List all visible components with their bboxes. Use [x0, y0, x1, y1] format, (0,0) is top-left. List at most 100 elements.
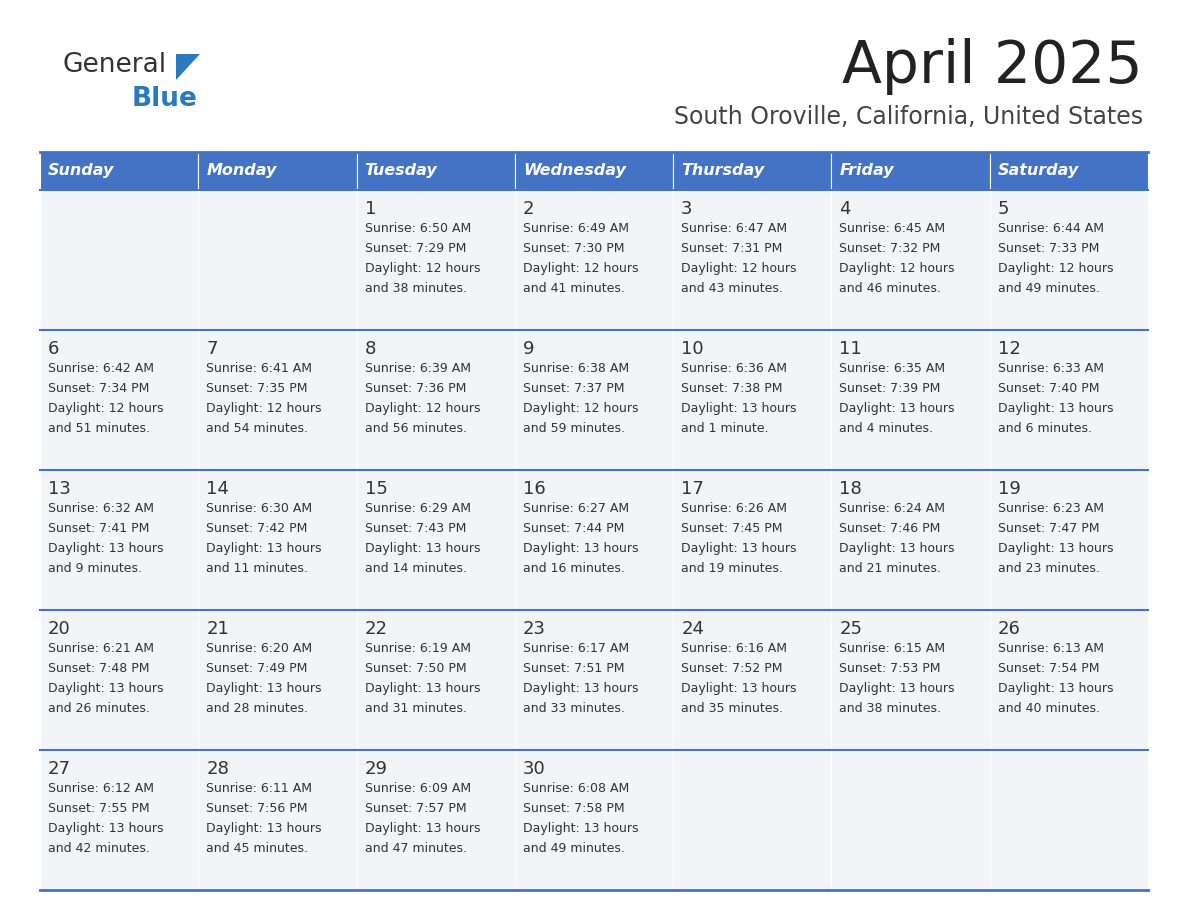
Bar	[514, 470, 674, 610]
Text: 19: 19	[998, 480, 1020, 498]
Text: 20: 20	[48, 620, 71, 638]
Text: Daylight: 12 hours: Daylight: 12 hours	[681, 262, 797, 275]
Bar	[990, 330, 1148, 470]
Text: and 47 minutes.: and 47 minutes.	[365, 842, 467, 855]
Text: Sunset: 7:42 PM: Sunset: 7:42 PM	[207, 522, 308, 535]
Text: Sunset: 7:30 PM: Sunset: 7:30 PM	[523, 242, 625, 255]
Text: Sunrise: 6:17 AM: Sunrise: 6:17 AM	[523, 642, 628, 655]
Text: 2: 2	[523, 200, 535, 218]
Text: 24: 24	[681, 620, 704, 638]
Text: Daylight: 13 hours: Daylight: 13 hours	[365, 542, 480, 555]
Text: 23: 23	[523, 620, 545, 638]
Text: 3: 3	[681, 200, 693, 218]
Text: Sunset: 7:49 PM: Sunset: 7:49 PM	[207, 662, 308, 675]
Bar	[514, 152, 674, 190]
Bar	[356, 470, 514, 610]
Text: Sunset: 7:55 PM: Sunset: 7:55 PM	[48, 802, 150, 815]
Text: Daylight: 13 hours: Daylight: 13 hours	[48, 542, 164, 555]
Text: Daylight: 13 hours: Daylight: 13 hours	[207, 822, 322, 835]
Text: Sunrise: 6:35 AM: Sunrise: 6:35 AM	[840, 362, 946, 375]
Bar	[674, 470, 832, 610]
Text: Sunrise: 6:16 AM: Sunrise: 6:16 AM	[681, 642, 788, 655]
Text: Sunset: 7:35 PM: Sunset: 7:35 PM	[207, 382, 308, 395]
Text: Monday: Monday	[207, 163, 277, 178]
Text: and 28 minutes.: and 28 minutes.	[207, 702, 308, 715]
Text: Daylight: 13 hours: Daylight: 13 hours	[998, 682, 1113, 695]
Bar	[990, 190, 1148, 330]
Bar	[198, 330, 356, 470]
Text: Sunset: 7:57 PM: Sunset: 7:57 PM	[365, 802, 466, 815]
Text: Daylight: 12 hours: Daylight: 12 hours	[998, 262, 1113, 275]
Text: Sunset: 7:48 PM: Sunset: 7:48 PM	[48, 662, 150, 675]
Text: Tuesday: Tuesday	[365, 163, 437, 178]
Polygon shape	[176, 54, 200, 80]
Text: and 43 minutes.: and 43 minutes.	[681, 282, 783, 295]
Text: and 4 minutes.: and 4 minutes.	[840, 422, 934, 435]
Text: 8: 8	[365, 340, 375, 358]
Text: Sunrise: 6:15 AM: Sunrise: 6:15 AM	[840, 642, 946, 655]
Text: 17: 17	[681, 480, 704, 498]
Bar	[832, 470, 990, 610]
Text: Wednesday: Wednesday	[523, 163, 626, 178]
Bar	[832, 152, 990, 190]
Bar	[356, 750, 514, 890]
Text: Daylight: 13 hours: Daylight: 13 hours	[365, 682, 480, 695]
Text: and 54 minutes.: and 54 minutes.	[207, 422, 308, 435]
Text: Sunrise: 6:36 AM: Sunrise: 6:36 AM	[681, 362, 788, 375]
Text: Daylight: 13 hours: Daylight: 13 hours	[840, 402, 955, 415]
Text: Sunset: 7:53 PM: Sunset: 7:53 PM	[840, 662, 941, 675]
Text: and 38 minutes.: and 38 minutes.	[365, 282, 467, 295]
Text: and 16 minutes.: and 16 minutes.	[523, 562, 625, 575]
Text: 22: 22	[365, 620, 387, 638]
Text: Thursday: Thursday	[681, 163, 764, 178]
Text: and 31 minutes.: and 31 minutes.	[365, 702, 467, 715]
Text: Daylight: 13 hours: Daylight: 13 hours	[48, 682, 164, 695]
Text: Sunset: 7:52 PM: Sunset: 7:52 PM	[681, 662, 783, 675]
Text: Sunrise: 6:20 AM: Sunrise: 6:20 AM	[207, 642, 312, 655]
Text: Sunset: 7:36 PM: Sunset: 7:36 PM	[365, 382, 466, 395]
Text: Daylight: 13 hours: Daylight: 13 hours	[207, 682, 322, 695]
Text: Sunrise: 6:49 AM: Sunrise: 6:49 AM	[523, 222, 628, 235]
Text: 28: 28	[207, 760, 229, 778]
Text: 13: 13	[48, 480, 71, 498]
Text: 12: 12	[998, 340, 1020, 358]
Bar	[40, 470, 198, 610]
Text: 15: 15	[365, 480, 387, 498]
Text: Sunset: 7:58 PM: Sunset: 7:58 PM	[523, 802, 625, 815]
Bar	[40, 152, 198, 190]
Text: Sunrise: 6:47 AM: Sunrise: 6:47 AM	[681, 222, 788, 235]
Bar	[674, 190, 832, 330]
Text: Daylight: 12 hours: Daylight: 12 hours	[48, 402, 164, 415]
Text: and 35 minutes.: and 35 minutes.	[681, 702, 783, 715]
Text: and 1 minute.: and 1 minute.	[681, 422, 769, 435]
Text: Sunset: 7:51 PM: Sunset: 7:51 PM	[523, 662, 625, 675]
Bar	[40, 750, 198, 890]
Text: 10: 10	[681, 340, 703, 358]
Text: Daylight: 13 hours: Daylight: 13 hours	[840, 542, 955, 555]
Text: Sunrise: 6:26 AM: Sunrise: 6:26 AM	[681, 502, 788, 515]
Text: 9: 9	[523, 340, 535, 358]
Text: Daylight: 13 hours: Daylight: 13 hours	[207, 542, 322, 555]
Text: Friday: Friday	[840, 163, 895, 178]
Bar	[356, 330, 514, 470]
Text: Sunday: Sunday	[48, 163, 114, 178]
Text: and 40 minutes.: and 40 minutes.	[998, 702, 1100, 715]
Text: Sunrise: 6:23 AM: Sunrise: 6:23 AM	[998, 502, 1104, 515]
Bar	[674, 750, 832, 890]
Text: Sunset: 7:40 PM: Sunset: 7:40 PM	[998, 382, 1099, 395]
Bar	[40, 330, 198, 470]
Bar	[990, 610, 1148, 750]
Text: 27: 27	[48, 760, 71, 778]
Text: Sunrise: 6:08 AM: Sunrise: 6:08 AM	[523, 782, 630, 795]
Text: Sunrise: 6:11 AM: Sunrise: 6:11 AM	[207, 782, 312, 795]
Text: and 59 minutes.: and 59 minutes.	[523, 422, 625, 435]
Text: Sunrise: 6:12 AM: Sunrise: 6:12 AM	[48, 782, 154, 795]
Bar	[832, 610, 990, 750]
Text: Daylight: 13 hours: Daylight: 13 hours	[523, 682, 638, 695]
Text: Sunrise: 6:42 AM: Sunrise: 6:42 AM	[48, 362, 154, 375]
Text: Sunset: 7:56 PM: Sunset: 7:56 PM	[207, 802, 308, 815]
Text: Sunset: 7:38 PM: Sunset: 7:38 PM	[681, 382, 783, 395]
Text: Daylight: 12 hours: Daylight: 12 hours	[365, 402, 480, 415]
Text: Daylight: 12 hours: Daylight: 12 hours	[523, 402, 638, 415]
Text: 1: 1	[365, 200, 375, 218]
